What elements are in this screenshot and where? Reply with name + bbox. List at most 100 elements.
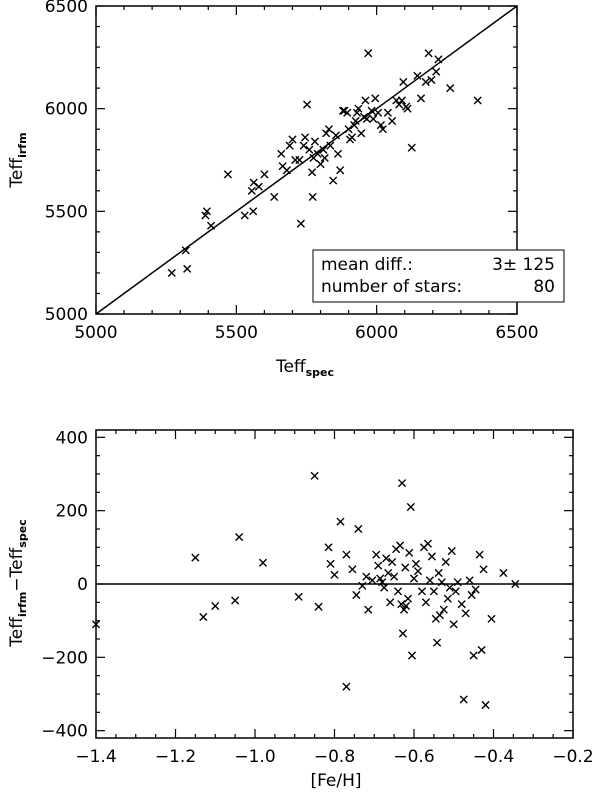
- data-point: [211, 601, 220, 611]
- y-tick-label-bottom: 0: [77, 575, 88, 595]
- data-point: [467, 590, 476, 600]
- data-point: [439, 605, 448, 614]
- data-point: [371, 94, 380, 103]
- data-point: [296, 219, 305, 228]
- legend-value-number-of-stars: 80: [533, 277, 555, 297]
- data-point: [447, 546, 456, 556]
- data-point: [465, 576, 474, 585]
- y-tick-label-bottom: 400: [56, 428, 88, 448]
- y-axis-title-bottom: Teffirfm−Teffspec: [7, 519, 29, 647]
- data-point: [451, 587, 460, 596]
- data-point: [427, 552, 436, 561]
- data-point: [223, 170, 233, 179]
- data-point: [336, 166, 345, 175]
- data-point: [437, 578, 446, 587]
- data-point: [326, 559, 335, 568]
- data-point: [459, 695, 468, 704]
- data-point: [423, 539, 433, 548]
- data-point: [481, 700, 490, 710]
- data-points-top: [167, 49, 482, 278]
- data-point: [277, 149, 286, 158]
- x-tick-label-bottom: −1.2: [155, 747, 196, 767]
- data-point: [362, 572, 371, 581]
- data-point: [343, 108, 352, 117]
- x-tick-labels-bottom: −1.4 −1.2 −1.0 −0.8 −0.6 −0.4 −0.2: [75, 747, 593, 767]
- data-point: [249, 207, 258, 216]
- data-point: [382, 554, 391, 563]
- data-point: [473, 96, 482, 105]
- y-tick-label-top: 5000: [45, 305, 88, 325]
- data-point: [260, 170, 269, 179]
- y-tick-label-top: 5500: [45, 202, 88, 222]
- data-point: [235, 532, 244, 542]
- data-point: [319, 145, 328, 154]
- data-point: [167, 268, 176, 278]
- data-point: [368, 576, 377, 585]
- data-point: [240, 211, 249, 220]
- data-point: [453, 578, 462, 587]
- data-point: [369, 114, 378, 124]
- data-point: [320, 153, 329, 163]
- data-point: [413, 567, 423, 576]
- data-point: [183, 264, 192, 273]
- x-axis-title-bottom: [Fe/H]: [310, 771, 361, 791]
- legend-label-number-of-stars: number of stars:: [321, 277, 462, 297]
- data-point: [374, 561, 383, 570]
- y-tick-labels-bottom: −400 −200 0 200 400: [41, 428, 88, 741]
- panel-teff-difference: −1.4 −1.2 −1.0 −0.8 −0.6 −0.4 −0.2 −400 −200 0 20…: [7, 428, 594, 791]
- data-point: [409, 574, 419, 583]
- data-point: [424, 49, 433, 58]
- x-tick-label-top: 6000: [355, 323, 398, 343]
- data-point: [258, 558, 268, 567]
- data-point: [285, 141, 294, 150]
- y-tick-label-bottom: −200: [41, 648, 88, 668]
- data-point: [457, 600, 466, 609]
- y-tick-label-bottom: −400: [41, 722, 88, 742]
- data-point: [336, 517, 345, 526]
- data-point: [388, 557, 397, 567]
- data-point: [344, 125, 353, 134]
- data-point: [394, 587, 403, 596]
- data-point: [479, 565, 488, 574]
- panel-teff-comparison: 5000 5500 6000 6500 5000 5500 6000 6500 mean d…: [7, 0, 565, 379]
- data-point: [403, 104, 412, 113]
- data-point: [342, 550, 351, 559]
- data-point: [326, 141, 335, 150]
- data-point: [434, 568, 443, 578]
- data-point: [475, 550, 484, 559]
- one-to-one-line: [95, 5, 518, 315]
- data-point: [270, 192, 279, 202]
- data-point: [295, 155, 304, 165]
- data-point: [305, 145, 314, 154]
- data-point: [358, 581, 367, 590]
- x-tick-label-top: 5000: [74, 323, 117, 343]
- data-point: [372, 550, 381, 559]
- data-point: [181, 246, 190, 255]
- legend-value-mean-diff: 3± 125: [492, 255, 555, 275]
- data-point: [441, 557, 450, 567]
- data-point: [407, 651, 417, 660]
- data-point: [417, 587, 427, 596]
- data-point: [314, 602, 323, 611]
- legend-label-mean-diff: mean diff.:: [321, 255, 413, 275]
- data-point: [254, 182, 263, 191]
- data-point: [199, 612, 208, 622]
- data-point: [413, 71, 422, 80]
- data-point: [511, 579, 520, 589]
- data-point: [395, 541, 405, 550]
- x-tick-label-top: 6500: [495, 323, 538, 343]
- x-tick-labels-top: 5000 5500 6000 6500: [74, 323, 538, 343]
- tick-marks-bottom: [95, 430, 574, 738]
- data-point: [282, 166, 291, 175]
- data-points-bottom: [91, 471, 520, 710]
- data-point: [461, 609, 470, 618]
- data-point: [347, 133, 357, 142]
- data-point: [338, 106, 348, 115]
- x-tick-label-bottom: −1.4: [75, 747, 116, 767]
- data-point: [316, 160, 325, 169]
- data-point: [313, 149, 322, 158]
- data-point: [421, 77, 430, 87]
- data-point: [373, 108, 383, 117]
- data-point: [308, 168, 317, 177]
